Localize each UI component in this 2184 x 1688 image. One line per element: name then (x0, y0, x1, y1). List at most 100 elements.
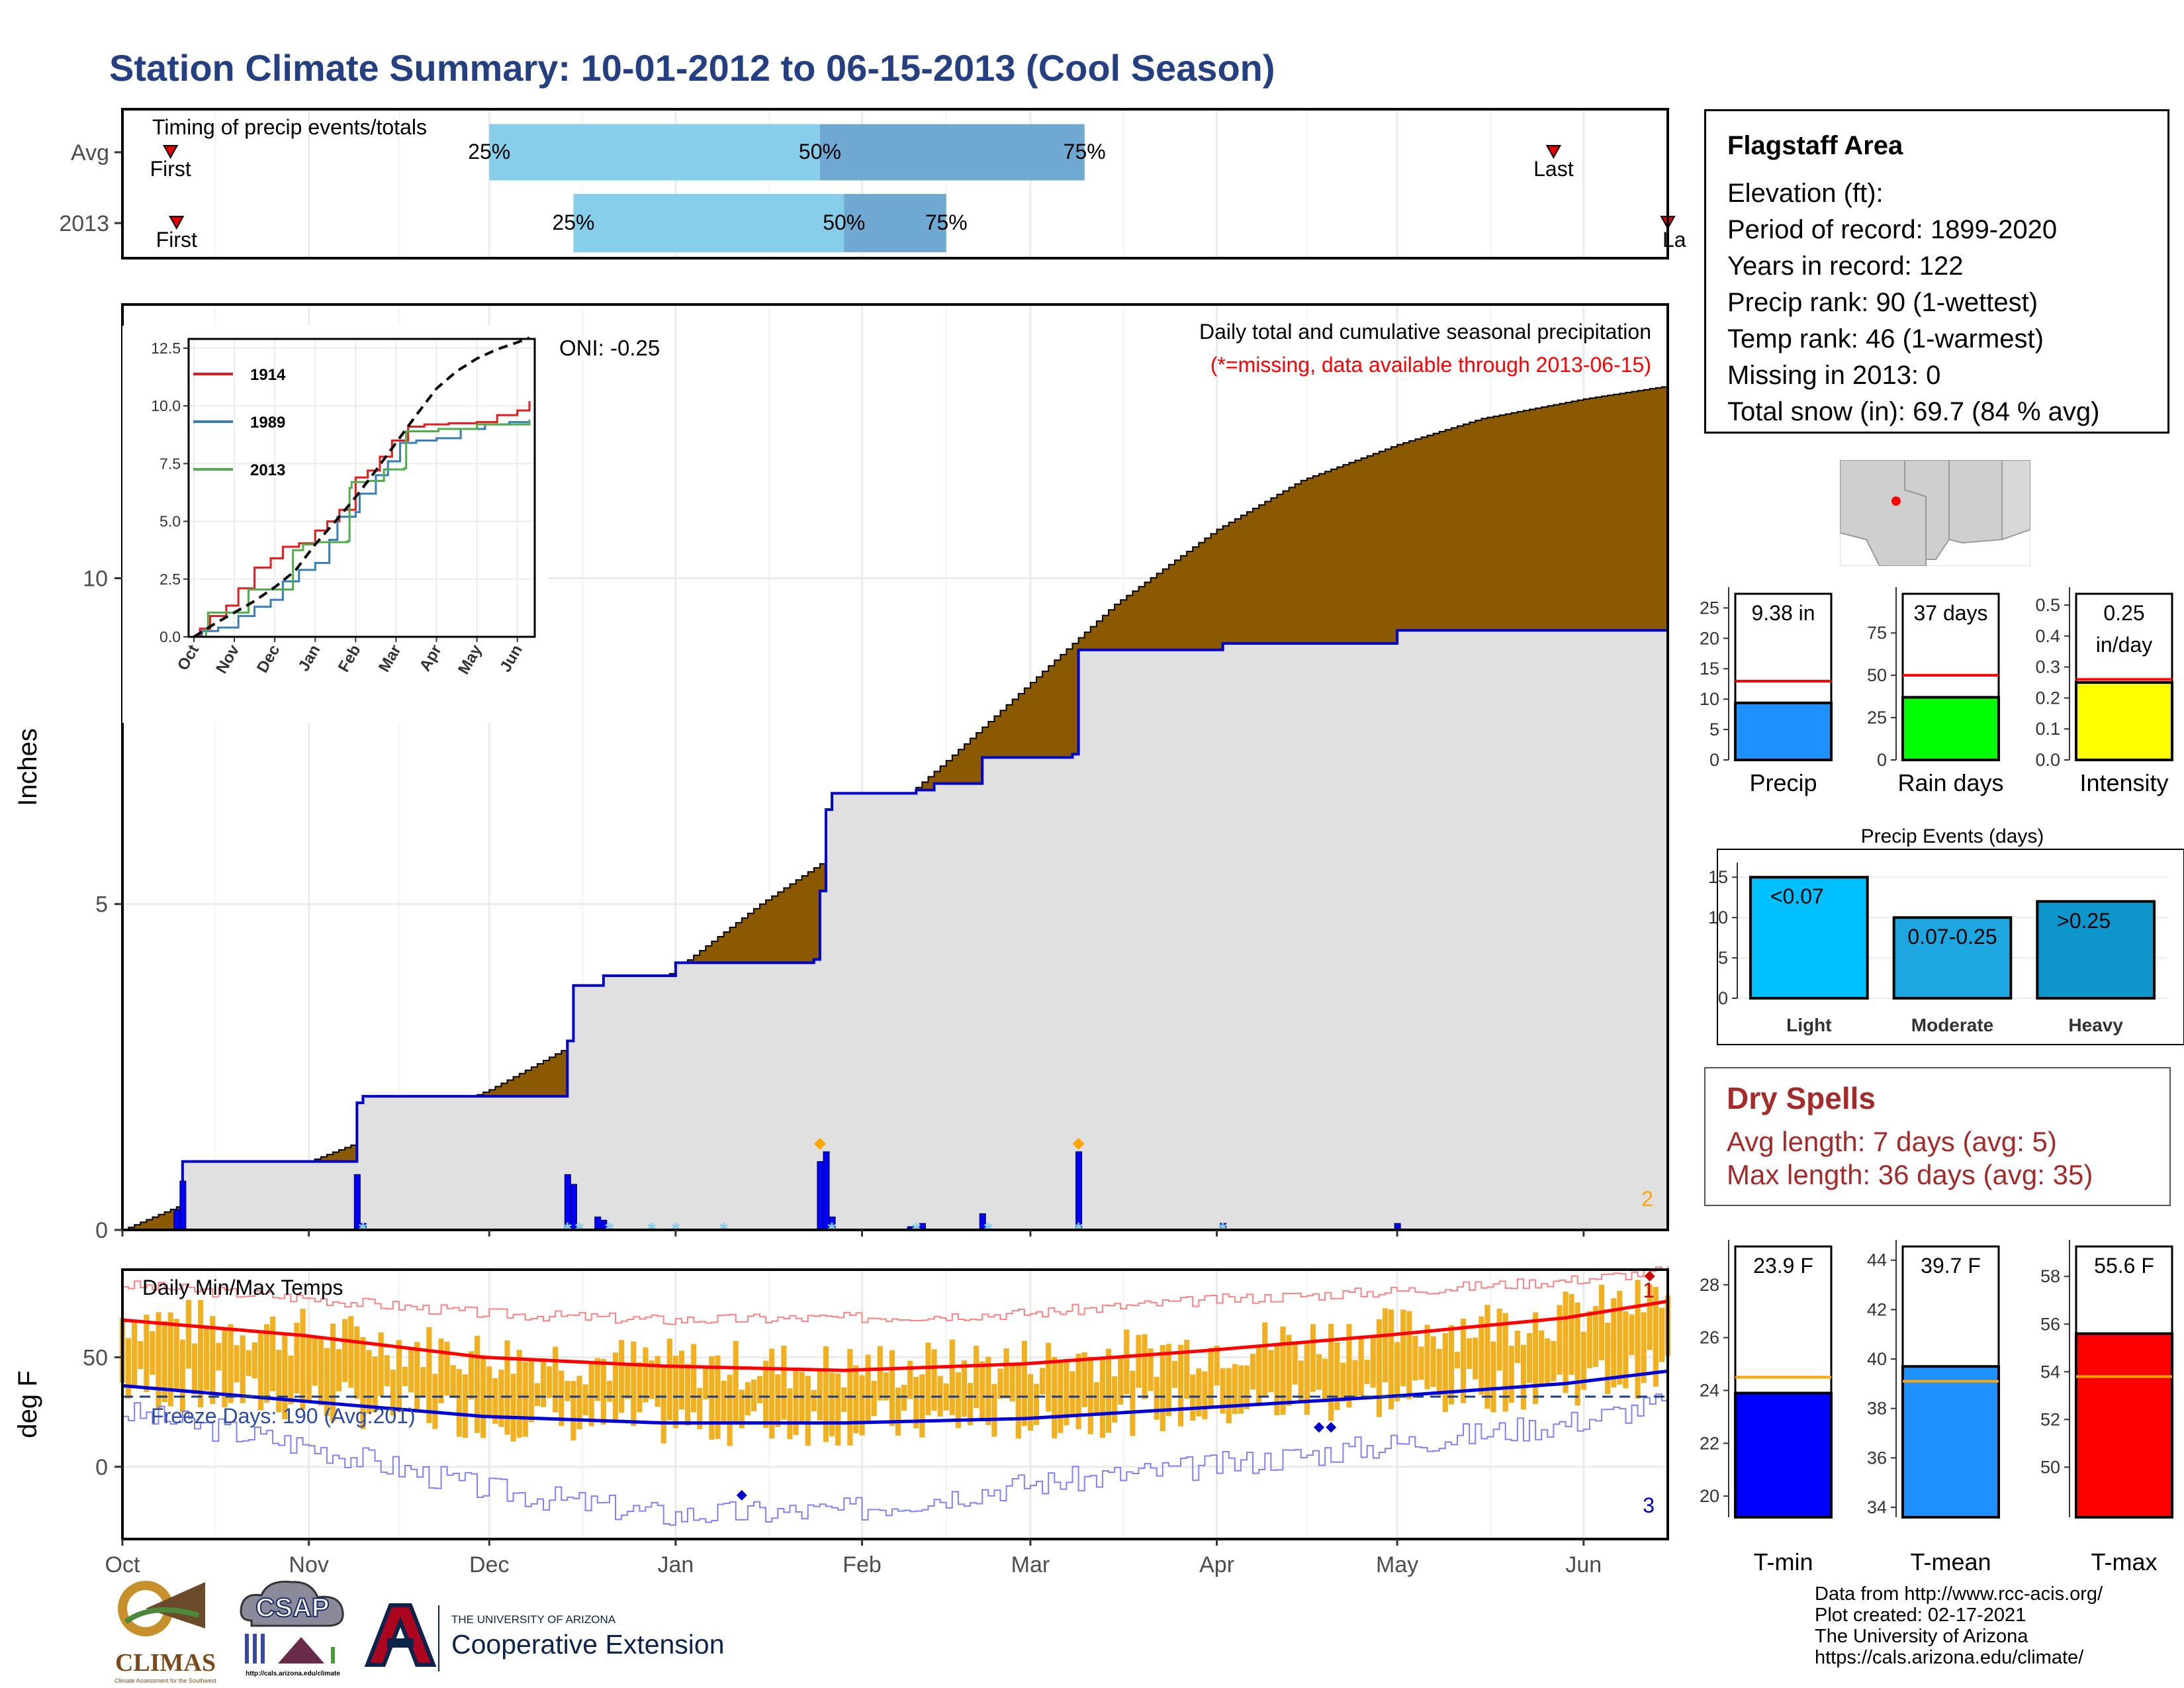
tmean-x-label: T-mean (1910, 1548, 1991, 1575)
daily-temp-bar (1099, 1358, 1106, 1438)
daily-temp-bar (1430, 1336, 1436, 1387)
temps-count-high: 1 (1643, 1278, 1655, 1302)
daily-temp-bar (1298, 1360, 1304, 1402)
intensity-value-label: 0.25 (2103, 601, 2144, 625)
daily-temp-bar (1340, 1362, 1346, 1402)
daily-temp-bar (1015, 1364, 1021, 1439)
credit-plot-created: Plot created: 02-17-2021 (1815, 1605, 2026, 1626)
daily-temp-bar (733, 1340, 739, 1423)
intensity-y-tick-label: 0.4 (2035, 626, 2060, 646)
daily-temp-bar (835, 1373, 841, 1446)
daily-temp-bar (727, 1374, 733, 1446)
daily-temp-bar (979, 1361, 985, 1419)
daily-temp-bar (1220, 1368, 1226, 1414)
daily-temp-bar (570, 1381, 576, 1441)
daily-temp-bar (444, 1342, 450, 1396)
daily-temp-bar (270, 1316, 276, 1391)
daily-temp-bar (745, 1382, 751, 1416)
tmin-x-label: T-min (1754, 1548, 1813, 1575)
daily-temp-bar (462, 1374, 468, 1438)
daily-precip-bar (1075, 1151, 1083, 1231)
daily-temp-bar (919, 1374, 925, 1438)
tmean-summary-chart: 39.7 F 34 36 38 40 42 44 T-mean (1867, 1240, 2000, 1575)
precip_total-y-tick-label: 10 (1700, 689, 1719, 709)
inset-plot-bg (189, 339, 535, 637)
daily-temp-bar (703, 1366, 709, 1399)
daily-temp-bar (1574, 1302, 1580, 1406)
x-axis-month-label: May (1376, 1552, 1418, 1577)
daily-temp-bar (1244, 1365, 1250, 1409)
timing-bar-q1 (489, 124, 820, 181)
daily-temp-bar (1394, 1342, 1400, 1401)
daily-temp-bar (474, 1336, 480, 1433)
inset-y-tick-label: 10.0 (151, 397, 181, 414)
daily-temp-bar (666, 1338, 672, 1421)
tmax-summary-chart: 55.6 F 50 52 54 56 58 T-max (2040, 1240, 2173, 1575)
daily-temp-bar (132, 1321, 138, 1387)
snow-marker: ✱ (574, 1221, 584, 1234)
daily-temp-bar (408, 1348, 414, 1393)
tmax-y-tick-label: 50 (2040, 1457, 2060, 1477)
daily-temp-bar (306, 1336, 312, 1402)
daily-precip-bar (823, 1151, 830, 1231)
daily-temp-bar (1322, 1358, 1328, 1403)
temps-panel: Freeze Days: 190 (Avg:201) Daily Min/Max … (13, 1266, 1671, 1577)
x-axis-month-label: Nov (289, 1552, 328, 1577)
precip-events-chart: Precip Events (days)051015<0.07Light0.07… (1708, 825, 2184, 1045)
daily-temp-bar (1533, 1312, 1539, 1405)
daily-temp-bar (1484, 1305, 1490, 1409)
daily-temp-bar (1496, 1308, 1502, 1371)
daily-temp-bar (643, 1347, 649, 1403)
ua-name-small: THE UNIVERSITY OF ARIZONA (451, 1613, 616, 1626)
temp-record-marker (1644, 1270, 1655, 1282)
daily-temp-bar (534, 1383, 540, 1407)
daily-temp-bar (1370, 1337, 1376, 1388)
daily-temp-bar (1502, 1313, 1508, 1412)
temps-y-axis-label: deg F (13, 1370, 42, 1438)
temp-record-marker (1326, 1422, 1337, 1433)
daily-temp-bar (907, 1360, 913, 1399)
snow-marker: ✱ (358, 1221, 368, 1234)
avg-max-line (122, 1299, 1668, 1372)
intensity-y-tick-label: 0.1 (2035, 719, 2060, 739)
timing-first-label: First (150, 157, 191, 181)
temp-record-marker (1314, 1422, 1325, 1433)
daily-temp-bar (967, 1383, 974, 1425)
season-cumulative-line (122, 618, 1669, 1231)
snow-marker: ✱ (604, 1221, 614, 1234)
daily-temp-bar (1617, 1291, 1623, 1385)
daily-temp-bar (1352, 1360, 1358, 1399)
daily-temp-bar (655, 1356, 660, 1407)
daily-temp-bar (588, 1363, 594, 1427)
daily-temp-bar (985, 1356, 991, 1425)
daily-temp-bar (1033, 1383, 1040, 1425)
daily-temp-bar (240, 1335, 246, 1403)
tmean-y-tick-label: 34 (1867, 1497, 1887, 1517)
precip-events-y-tick-label: 5 (1718, 948, 1728, 968)
daily-temp-bar (553, 1346, 559, 1413)
info-period: Period of record: 1899-2020 (1727, 215, 2058, 244)
daily-temp-bar (859, 1375, 865, 1436)
inset-y-tick-label: 12.5 (151, 340, 181, 357)
data-credits: Data from http://www.rcc-acis.org/ Plot … (1815, 1583, 2103, 1668)
daily-temp-bar (1412, 1336, 1418, 1381)
daily-temp-bar (1479, 1316, 1484, 1395)
tmin-y-tick-label: 20 (1700, 1486, 1719, 1506)
precip-events-title: Precip Events (days) (1861, 825, 2044, 847)
daily-temp-bar (1286, 1335, 1292, 1406)
daily-temp-bar (1171, 1360, 1178, 1388)
daily-temp-bar (144, 1315, 150, 1392)
rain_days-y-tick-label: 25 (1867, 708, 1887, 727)
daily-temp-bar (1514, 1331, 1520, 1364)
precip_total-value-label: 9.38 in (1751, 601, 1815, 625)
rain_days-y-tick-label: 75 (1867, 623, 1887, 643)
intensity-value-label-2: in/day (2096, 633, 2152, 657)
inset-legend-label: 1989 (250, 414, 285, 432)
daily-temp-bar (1473, 1337, 1479, 1380)
daily-temp-bar (1238, 1365, 1244, 1414)
x-axis-month-label: Dec (469, 1552, 509, 1577)
daily-temp-bar (1142, 1334, 1148, 1399)
daily-temp-bar (931, 1349, 937, 1411)
